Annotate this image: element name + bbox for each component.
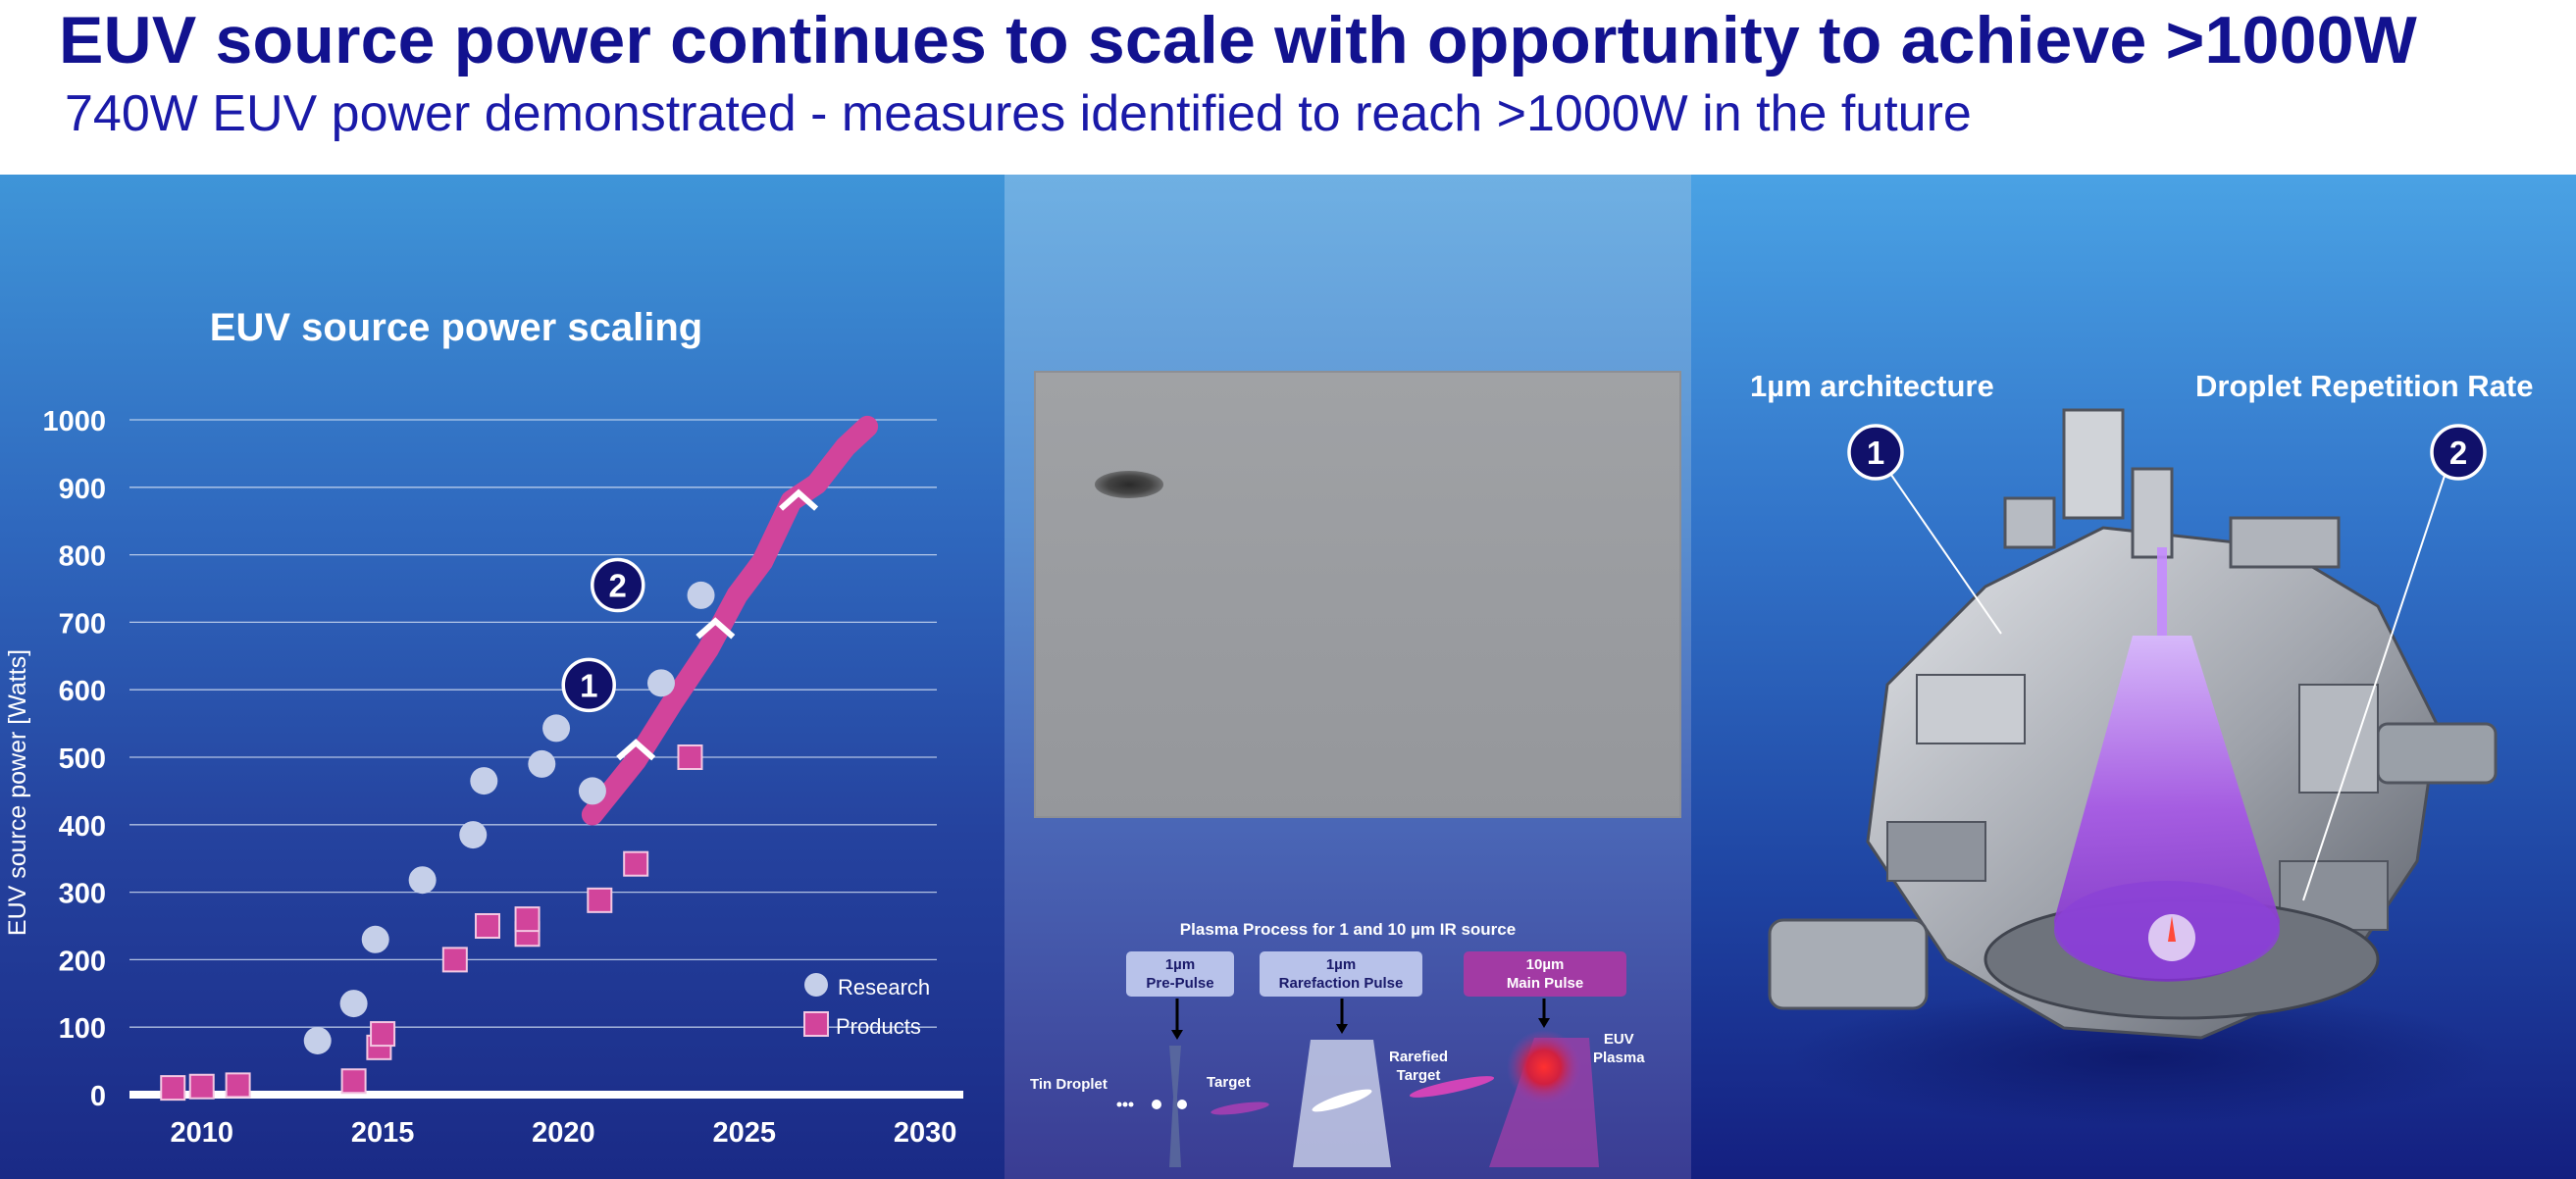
research-point bbox=[528, 749, 556, 778]
tin-droplet-label: Tin Droplet bbox=[1030, 1076, 1108, 1093]
research-point bbox=[646, 669, 675, 697]
page-title: EUV source power continues to scale with… bbox=[59, 3, 2417, 77]
x-tick-label: 2010 bbox=[170, 1117, 233, 1149]
y-tick-label: 500 bbox=[59, 743, 106, 775]
product-point bbox=[623, 850, 649, 877]
research-point bbox=[361, 925, 389, 953]
product-point bbox=[188, 1073, 215, 1100]
label-droplet-repetition-rate: Droplet Repetition Rate bbox=[2195, 369, 2534, 403]
legend-research-marker bbox=[804, 973, 828, 997]
y-tick-label: 700 bbox=[59, 608, 106, 640]
product-point bbox=[370, 1021, 396, 1048]
product-point bbox=[475, 913, 501, 939]
legend-research-label: Research bbox=[838, 975, 930, 1000]
target-ellipse bbox=[1211, 1102, 1269, 1115]
y-tick-label: 300 bbox=[59, 879, 106, 910]
rarefied-target-ellipse bbox=[1409, 1076, 1495, 1098]
plasma-process-title: Plasma Process for 1 and 10 µm IR source bbox=[1179, 920, 1517, 939]
pre-pulse-beam bbox=[1169, 1046, 1181, 1167]
research-point bbox=[303, 1026, 332, 1054]
source-architecture-panel: 1 2 1µm architecture Droplet Repetition … bbox=[1691, 175, 2576, 1179]
y-tick-label: 100 bbox=[59, 1013, 106, 1045]
euv-source-machine bbox=[1768, 408, 2498, 1040]
plasma-process-diagram bbox=[1116, 999, 1599, 1167]
y-tick-label: 1000 bbox=[42, 406, 106, 437]
product-point bbox=[677, 744, 703, 770]
research-point bbox=[542, 714, 571, 743]
tin-droplet-spot bbox=[1095, 471, 1163, 498]
euv-source-illustration: 1 2 bbox=[1768, 408, 2498, 1126]
chart-callout-circle bbox=[561, 657, 616, 713]
y-tick-label: 900 bbox=[59, 474, 106, 505]
y-axis-label: EUV source power [Watts] bbox=[4, 649, 31, 936]
pre-pulse-box: 1µm Pre-Pulse bbox=[1126, 951, 1234, 997]
research-point bbox=[459, 821, 488, 849]
svg-text:2: 2 bbox=[2449, 435, 2467, 471]
x-tick-label: 2025 bbox=[713, 1117, 777, 1149]
roadmap-line bbox=[581, 415, 879, 826]
euv-plasma-label: EUV Plasma bbox=[1593, 1031, 1645, 1066]
rarefied-target-label: Rarefied Target bbox=[1389, 1049, 1449, 1084]
tin-droplet bbox=[1116, 1102, 1122, 1107]
x-tick-label: 2015 bbox=[351, 1117, 415, 1149]
roadmap-chevron bbox=[616, 739, 656, 761]
product-point bbox=[514, 906, 541, 933]
y-tick-label: 800 bbox=[59, 541, 106, 573]
legend-products-label: Products bbox=[836, 1014, 921, 1039]
chart-panel: EUV source power scaling EUV source power… bbox=[0, 175, 1005, 1179]
svg-text:1: 1 bbox=[1867, 435, 1884, 471]
header: EUV source power continues to scale with… bbox=[0, 0, 2576, 175]
x-tick-label: 2030 bbox=[894, 1117, 957, 1149]
rarefaction-pulse-box: 1µm Rarefaction Pulse bbox=[1260, 951, 1422, 997]
research-point bbox=[339, 990, 368, 1018]
chart-callout-number: 1 bbox=[580, 667, 597, 703]
product-point bbox=[587, 887, 613, 913]
research-point bbox=[578, 777, 606, 805]
research-point bbox=[470, 767, 498, 795]
euv-plasma bbox=[1507, 1030, 1581, 1104]
main-pulse-box: 10µm Main Pulse bbox=[1464, 951, 1626, 997]
label-1um-architecture: 1µm architecture bbox=[1750, 369, 1994, 403]
page-subtitle: 740W EUV power demonstrated - measures i… bbox=[65, 85, 1972, 142]
architecture-callout-2: 2 bbox=[2430, 424, 2487, 481]
x-tick-label: 2020 bbox=[532, 1117, 595, 1149]
legend-products-marker bbox=[803, 1011, 829, 1037]
chart-title: EUV source power scaling bbox=[210, 306, 702, 349]
product-point bbox=[225, 1072, 251, 1099]
plasma-process-panel: Plasma Process for 1 and 10 µm IR source… bbox=[1005, 175, 1691, 1179]
power-scaling-chart: EUV source power scaling EUV source power… bbox=[4, 306, 963, 1149]
research-point bbox=[408, 866, 437, 895]
roadmap-chevron bbox=[696, 617, 736, 640]
architecture-callout-1: 1 bbox=[1847, 424, 1904, 481]
y-tick-label: 0 bbox=[90, 1081, 106, 1112]
y-tick-label: 200 bbox=[59, 946, 106, 977]
chart-callout-number: 2 bbox=[609, 568, 627, 604]
y-tick-label: 400 bbox=[59, 811, 106, 843]
chart-callout-circle bbox=[590, 557, 645, 613]
product-point bbox=[340, 1068, 367, 1095]
product-point bbox=[441, 947, 468, 973]
product-point bbox=[160, 1075, 186, 1102]
droplet-photo bbox=[1034, 371, 1681, 818]
target-label: Target bbox=[1207, 1074, 1251, 1091]
y-tick-label: 600 bbox=[59, 676, 106, 707]
roadmap-chevron bbox=[779, 488, 819, 511]
research-point bbox=[687, 581, 715, 609]
